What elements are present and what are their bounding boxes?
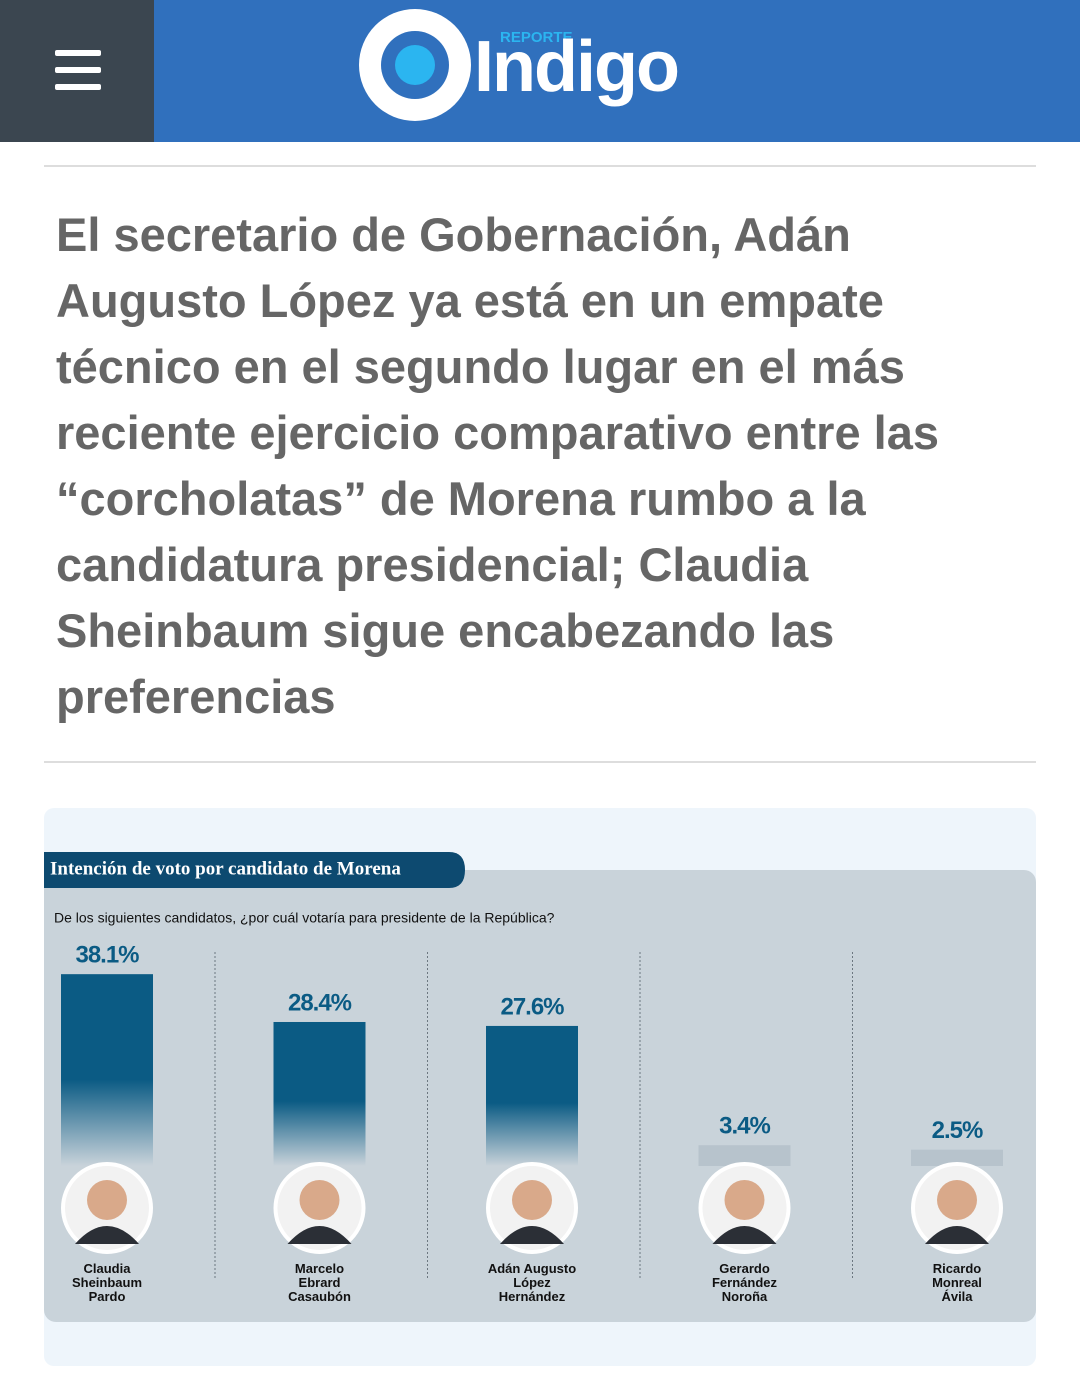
bar xyxy=(911,1149,1003,1166)
photo-face xyxy=(299,1180,340,1220)
logo-text: Indigo xyxy=(474,27,678,107)
photo-body xyxy=(500,1226,564,1244)
bar xyxy=(273,1021,366,1166)
value-label: 3.4% xyxy=(719,1113,770,1140)
photo-body xyxy=(925,1226,989,1244)
candidate-name: Ricardo Monreal Ávila xyxy=(932,1261,982,1304)
value-label: 2.5% xyxy=(932,1117,983,1144)
chart-title: Intención de voto por candidato de Moren… xyxy=(50,858,401,879)
value-label: 38.1% xyxy=(75,942,139,969)
candidate-name: Adán Augusto López Hernández xyxy=(488,1261,576,1304)
photo-face xyxy=(937,1180,977,1220)
photo-face xyxy=(724,1180,765,1220)
photo-face xyxy=(87,1180,127,1220)
candidate-name: Gerardo Fernández Noroña xyxy=(712,1261,778,1304)
header: REPORTE Indigo xyxy=(0,0,1080,142)
logo[interactable]: REPORTE Indigo xyxy=(350,0,750,142)
value-label: 28.4% xyxy=(288,989,352,1016)
divider xyxy=(44,165,1036,167)
bar xyxy=(61,974,153,1166)
photo-body xyxy=(712,1226,777,1244)
logo-small: REPORTE xyxy=(500,29,573,46)
chart-subtitle: De los siguientes candidatos, ¿por cuál … xyxy=(54,910,555,926)
divider xyxy=(44,761,1036,763)
bar xyxy=(698,1145,791,1166)
candidate-name: Claudia Sheinbaum Pardo xyxy=(72,1261,142,1304)
photo-body xyxy=(287,1226,352,1244)
menu-button[interactable] xyxy=(0,0,154,142)
photo-body xyxy=(75,1226,139,1244)
chart: Intención de voto por candidato de Moren… xyxy=(44,808,1036,1366)
candidate-name: Marcelo Ebrard Casaubón xyxy=(288,1261,351,1304)
headline: El secretario de Gobernación, Adán Augus… xyxy=(56,208,939,723)
value-label: 27.6% xyxy=(500,993,564,1020)
bar xyxy=(486,1025,578,1166)
photo-face xyxy=(512,1180,552,1220)
